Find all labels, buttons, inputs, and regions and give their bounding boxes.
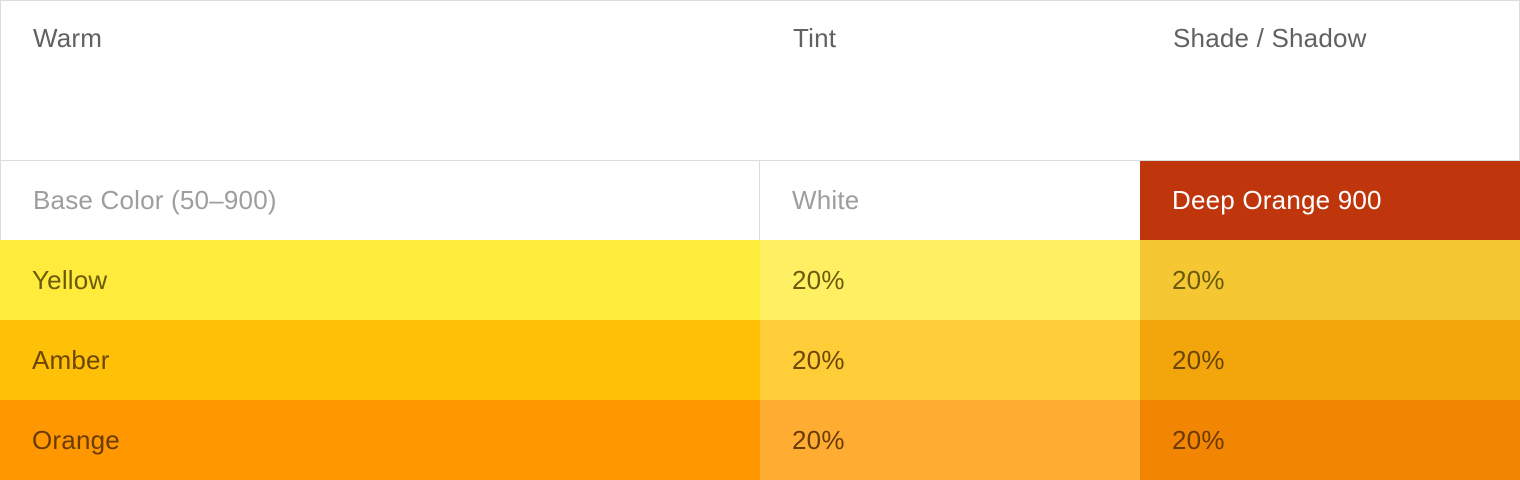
subheader-white: White <box>792 185 860 215</box>
row-shade-value: 20% <box>1140 240 1520 320</box>
header-warm: Warm <box>33 23 103 53</box>
row-base-color-name: Yellow <box>0 240 760 320</box>
row-shade-value: 20% <box>1140 320 1520 400</box>
table-row: Orange 20% 20% <box>0 400 1520 480</box>
row-tint-value: 20% <box>760 400 1140 480</box>
row-tint-value: 20% <box>760 320 1140 400</box>
row-shade-value: 20% <box>1140 400 1520 480</box>
table-row: Yellow 20% 20% <box>0 240 1520 320</box>
header-shade: Shade / Shadow <box>1173 23 1367 53</box>
table-row: Amber 20% 20% <box>0 320 1520 400</box>
row-tint-value: 20% <box>760 240 1140 320</box>
header-tint: Tint <box>793 23 837 53</box>
subheader-row: Base Color (50–900) White Deep Orange 90… <box>0 160 1520 240</box>
subheader-deep-orange-900: Deep Orange 900 <box>1140 161 1520 240</box>
row-base-color-name: Orange <box>0 400 760 480</box>
subheader-base-color: Base Color (50–900) <box>0 161 760 240</box>
row-base-color-name: Amber <box>0 320 760 400</box>
header-row: Warm Tint Shade / Shadow <box>0 0 1520 160</box>
